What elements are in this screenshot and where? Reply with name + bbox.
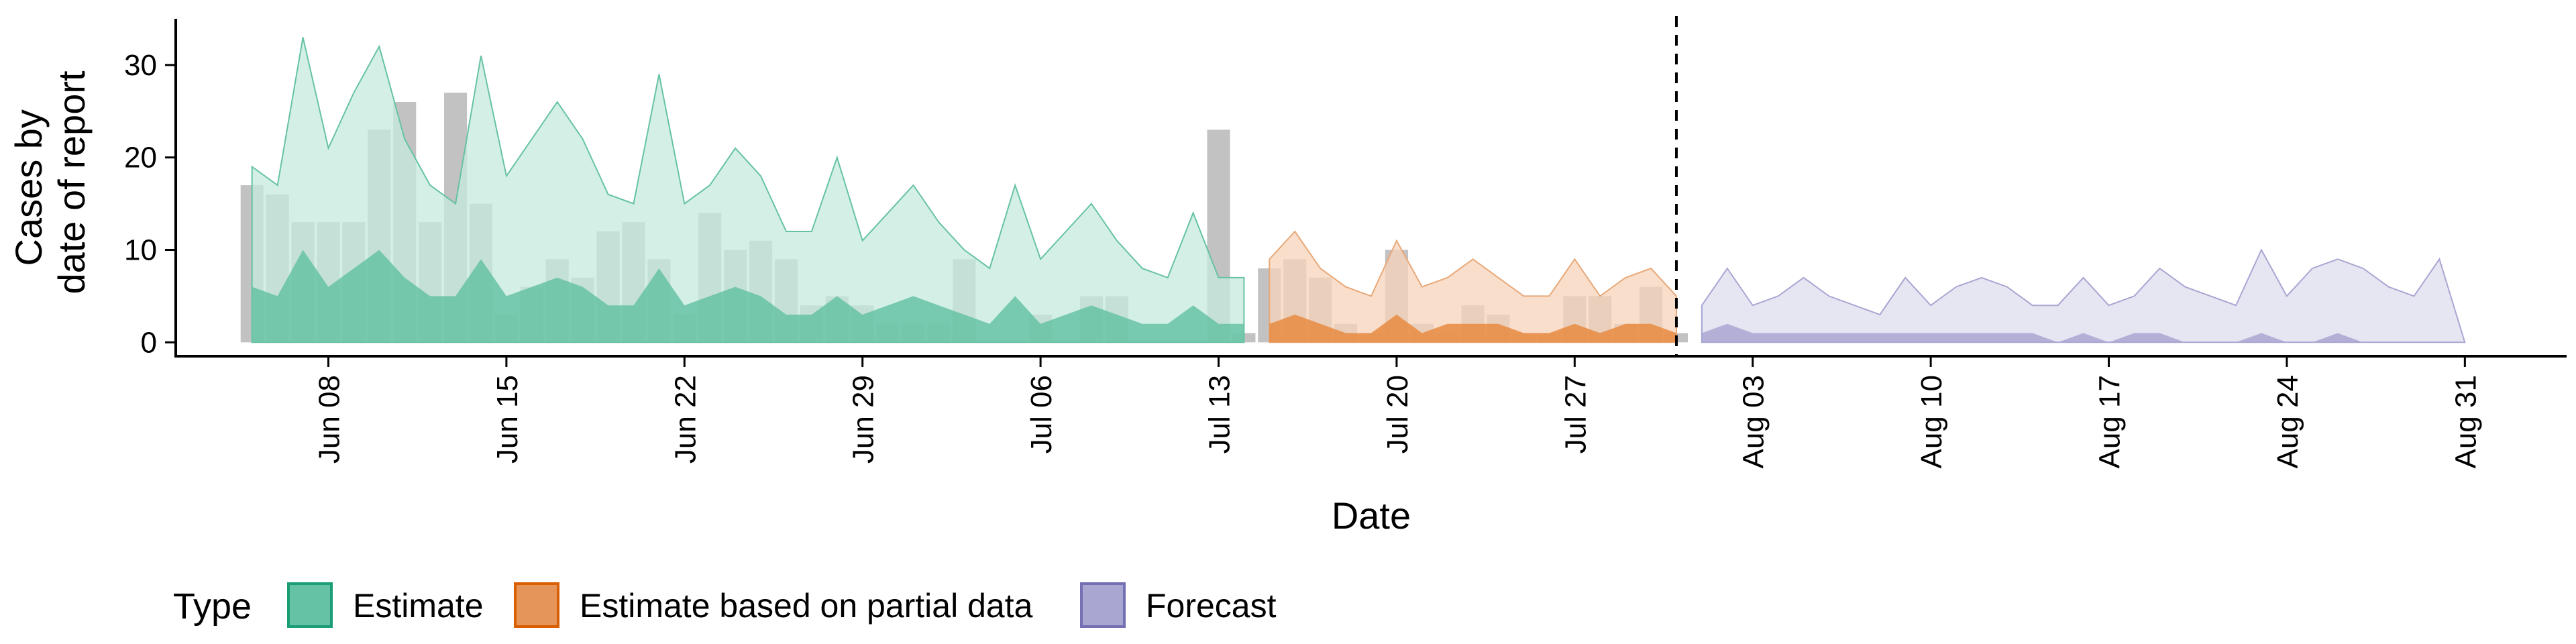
legend-label-0: Estimate: [353, 587, 484, 625]
x-tick-label-2020-06-22: Jun 22: [669, 375, 702, 464]
legend-title: Type: [173, 586, 252, 627]
x-tick-label-2020-08-03: Aug 03: [1737, 375, 1770, 468]
y-axis-ticks: 0 10 20 30: [124, 49, 176, 359]
estimate-50-band: [252, 250, 1244, 343]
x-tick-label-2020-08-10: Aug 10: [1915, 375, 1948, 468]
x-tick-label-2020-08-24: Aug 24: [2271, 375, 2304, 468]
y-axis-title-line-2: date of report: [50, 70, 93, 294]
y-axis-title-line-1: Cases by: [7, 109, 50, 266]
x-tick-label-2020-08-17: Aug 17: [2094, 375, 2127, 468]
legend-key-1: [514, 582, 559, 628]
legend: Type Estimate Estimate based on partial d…: [173, 582, 1277, 628]
partial-estimate-50-band: [1269, 315, 1676, 343]
estimate-ribbons: [251, 37, 1245, 343]
y-tick-label-10: 10: [124, 234, 157, 267]
y-tick-label-20: 20: [124, 142, 157, 174]
partial-estimate-ribbons: [1269, 230, 1677, 343]
x-tick-label-2020-06-15: Jun 15: [491, 375, 524, 464]
y-tick-label-0: 0: [141, 326, 157, 359]
forecast-ribbons: [1701, 248, 2466, 343]
y-axis-title: Cases by date of report: [7, 70, 93, 294]
x-tick-label-2020-07-20: Jul 20: [1381, 375, 1414, 453]
x-axis-ticks: Jun 08 Jun 15 Jun 22 Jun 29 Jul 06 Jul 13 Jul …: [313, 356, 2482, 468]
x-axis-title: Date: [1332, 494, 1411, 537]
x-tick-label-2020-07-06: Jul 06: [1025, 375, 1058, 453]
x-tick-label-2020-06-08: Jun 08: [313, 375, 345, 464]
x-tick-label-2020-07-13: Jul 13: [1203, 375, 1236, 453]
x-tick-label-2020-07-27: Jul 27: [1559, 375, 1592, 453]
forecast-90-band: [1701, 248, 2466, 343]
x-tick-label-2020-08-31: Aug 31: [2449, 375, 2482, 468]
x-tick-label-2020-06-29: Jun 29: [847, 375, 880, 464]
legend-key-0: [287, 582, 333, 628]
y-tick-label-30: 30: [124, 49, 157, 82]
legend-key-2: [1080, 582, 1126, 628]
forecast-50-band: [1701, 323, 2465, 343]
legend-label-2: Forecast: [1146, 587, 1277, 625]
axes: [174, 19, 2567, 358]
legend-label-1: Estimate based on partial data: [580, 587, 1033, 625]
